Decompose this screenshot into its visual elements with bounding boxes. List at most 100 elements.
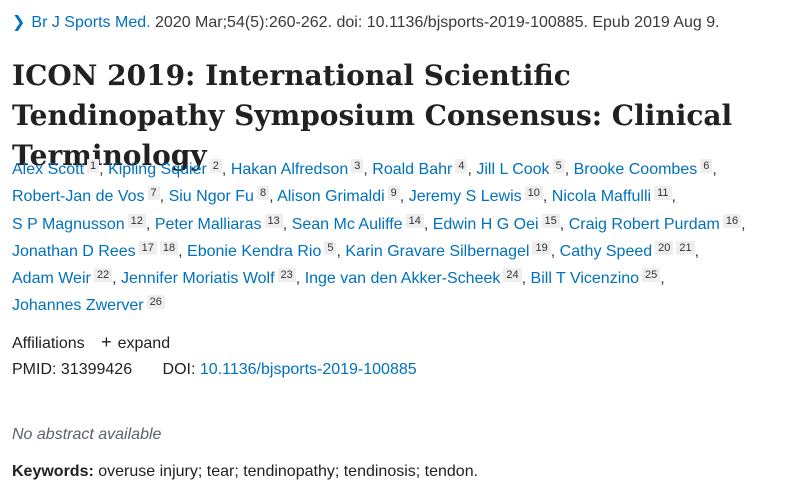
author-item: Karin Gravare Silbernagel 19, (345, 240, 555, 260)
affiliation-number-link[interactable]: 8 (256, 186, 270, 201)
author-item: Hakan Alfredson 3, (230, 159, 368, 178)
author-item: Jill L Cook 5, (476, 159, 570, 178)
expand-plus-icon[interactable]: + (101, 332, 112, 352)
author-name-link[interactable]: Jennifer Moriatis Wolf (121, 270, 275, 288)
affiliation-number-link[interactable]: 24 (503, 268, 522, 283)
author-item: Jeremy S Lewis 10, (408, 186, 548, 206)
pmid-value: 31399426 (60, 361, 133, 378)
author-name-link[interactable]: Johannes Zwerver (12, 297, 144, 315)
author-item: Ebonie Kendra Rio 5, (187, 240, 341, 260)
author-item: Kipling Squier 2, (108, 159, 227, 178)
author-separator: , (694, 242, 700, 260)
affiliation-number-link[interactable]: 25 (642, 268, 661, 283)
author-name-link[interactable]: Jonathan D Rees (12, 242, 136, 260)
author-name-link[interactable]: Adam Weir (12, 270, 91, 288)
author-name-link[interactable]: Karin Gravare Silbernagel (345, 242, 530, 260)
affiliation-number-link[interactable]: 7 (147, 186, 160, 201)
author-item: Jennifer Moriatis Wolf 23, (121, 268, 301, 288)
affiliation-number-link[interactable]: 26 (146, 295, 165, 310)
author-separator: , (671, 188, 676, 206)
affiliation-number-link[interactable]: 17 (138, 240, 157, 255)
author-name-link[interactable]: Hakan Alfredson (230, 161, 349, 178)
author-name-link[interactable]: Kipling Squier (108, 161, 207, 178)
doi-label: DOI: (162, 361, 196, 378)
author-name-link[interactable]: Peter Malliaras (154, 215, 262, 233)
author-item: Cathy Speed 20 21, (559, 240, 700, 260)
author-name-link[interactable]: Roald Bahr (372, 161, 453, 178)
author-separator: , (423, 215, 429, 233)
expand-affiliations-button[interactable]: expand (117, 335, 171, 352)
keywords-row: Keywords: overuse injury; tear; tendinop… (12, 463, 478, 481)
author-name-link[interactable]: Inge van den Akker-Scheek (304, 270, 501, 288)
journal-link[interactable]: Br J Sports Med. (31, 14, 151, 31)
citation-details: 2020 Mar;54(5):260-262. doi: 10.1136/bjs… (155, 14, 720, 31)
author-separator: , (542, 188, 548, 206)
affiliation-number-link[interactable]: 9 (387, 186, 400, 201)
citation-line: ❯ Br J Sports Med. 2020 Mar;54(5):260-262… (12, 12, 720, 32)
author-separator: , (467, 161, 472, 178)
author-name-link[interactable]: Bill T Vicenzino (530, 270, 640, 288)
author-separator: , (112, 270, 117, 288)
affiliation-number-link[interactable]: 14 (405, 213, 424, 228)
affiliation-number-link[interactable]: 20 (655, 240, 674, 255)
author-name-link[interactable]: Alex Scott (12, 161, 85, 178)
pmid-label: PMID: (12, 361, 57, 378)
author-separator: , (221, 161, 227, 178)
author-item: Peter Malliaras 13, (154, 213, 288, 233)
author-item: Alex Scott 1, (12, 159, 104, 178)
author-separator: , (295, 270, 301, 288)
author-separator: , (178, 242, 183, 260)
affiliation-number-link[interactable]: 15 (541, 213, 560, 228)
affiliation-number-link[interactable]: 5 (324, 240, 337, 255)
affiliation-number-link[interactable]: 16 (722, 213, 742, 228)
author-separator: , (269, 188, 274, 206)
affiliation-number-link[interactable]: 6 (700, 159, 713, 173)
author-separator: , (159, 188, 165, 206)
author-name-link[interactable]: Cathy Speed (559, 242, 653, 260)
affiliation-number-link[interactable]: 10 (524, 186, 543, 201)
author-separator: , (559, 215, 565, 233)
affiliation-number-link[interactable]: 3 (351, 159, 364, 173)
author-separator: , (145, 215, 151, 233)
affiliations-label: Affiliations (12, 335, 85, 352)
affiliation-number-link[interactable]: 1 (87, 159, 100, 173)
keywords-label: Keywords: (12, 463, 94, 480)
affiliation-number-link[interactable]: 23 (277, 268, 296, 283)
author-name-link[interactable]: Jill L Cook (476, 161, 550, 178)
author-item: Roald Bahr 4, (372, 159, 472, 178)
author-name-link[interactable]: S P Magnusson (12, 215, 125, 233)
chevron-right-icon[interactable]: ❯ (12, 14, 26, 31)
author-name-link[interactable]: Jeremy S Lewis (408, 188, 522, 206)
author-name-link[interactable]: Alison Grimaldi (277, 188, 385, 206)
author-name-link[interactable]: Sean Mc Auliffe (291, 215, 403, 233)
affiliation-number-link[interactable]: 18 (159, 240, 179, 255)
affiliation-number-link[interactable]: 5 (552, 159, 565, 173)
authors-list: Alex Scott 1, Kipling Squier 2, Hakan Alfr… (12, 156, 787, 320)
author-item: Brooke Coombes 6, (573, 159, 717, 178)
author-separator: , (336, 242, 341, 260)
article-title: ICON 2019: International Scientific Tend… (12, 59, 733, 172)
author-separator: , (363, 161, 368, 178)
affiliation-number-link[interactable]: 2 (209, 159, 222, 173)
author-name-link[interactable]: Robert-Jan de Vos (12, 188, 145, 206)
author-name-link[interactable]: Brooke Coombes (573, 161, 698, 178)
affiliation-number-link[interactable]: 11 (654, 186, 672, 201)
author-separator: , (712, 161, 717, 178)
affiliation-number-link[interactable]: 19 (532, 240, 551, 255)
affiliation-number-link[interactable]: 21 (676, 240, 695, 255)
affiliation-number-link[interactable]: 12 (127, 213, 146, 228)
author-name-link[interactable]: Nicola Maffulli (551, 188, 652, 206)
affiliation-number-link[interactable]: 22 (93, 268, 113, 283)
doi-link[interactable]: 10.1136/bjsports-2019-100885 (199, 361, 417, 378)
author-separator: , (741, 215, 746, 233)
author-separator: , (564, 161, 570, 178)
author-separator: , (521, 270, 527, 288)
author-name-link[interactable]: Edwin H G Oei (432, 215, 539, 233)
author-name-link[interactable]: Siu Ngor Fu (168, 188, 254, 206)
affiliation-number-link[interactable]: 13 (264, 213, 283, 228)
author-name-link[interactable]: Craig Robert Purdam (568, 215, 720, 233)
author-item: Robert-Jan de Vos 7, (12, 186, 165, 206)
author-separator: , (282, 215, 288, 233)
author-name-link[interactable]: Ebonie Kendra Rio (187, 242, 322, 260)
affiliation-number-link[interactable]: 4 (455, 159, 468, 173)
